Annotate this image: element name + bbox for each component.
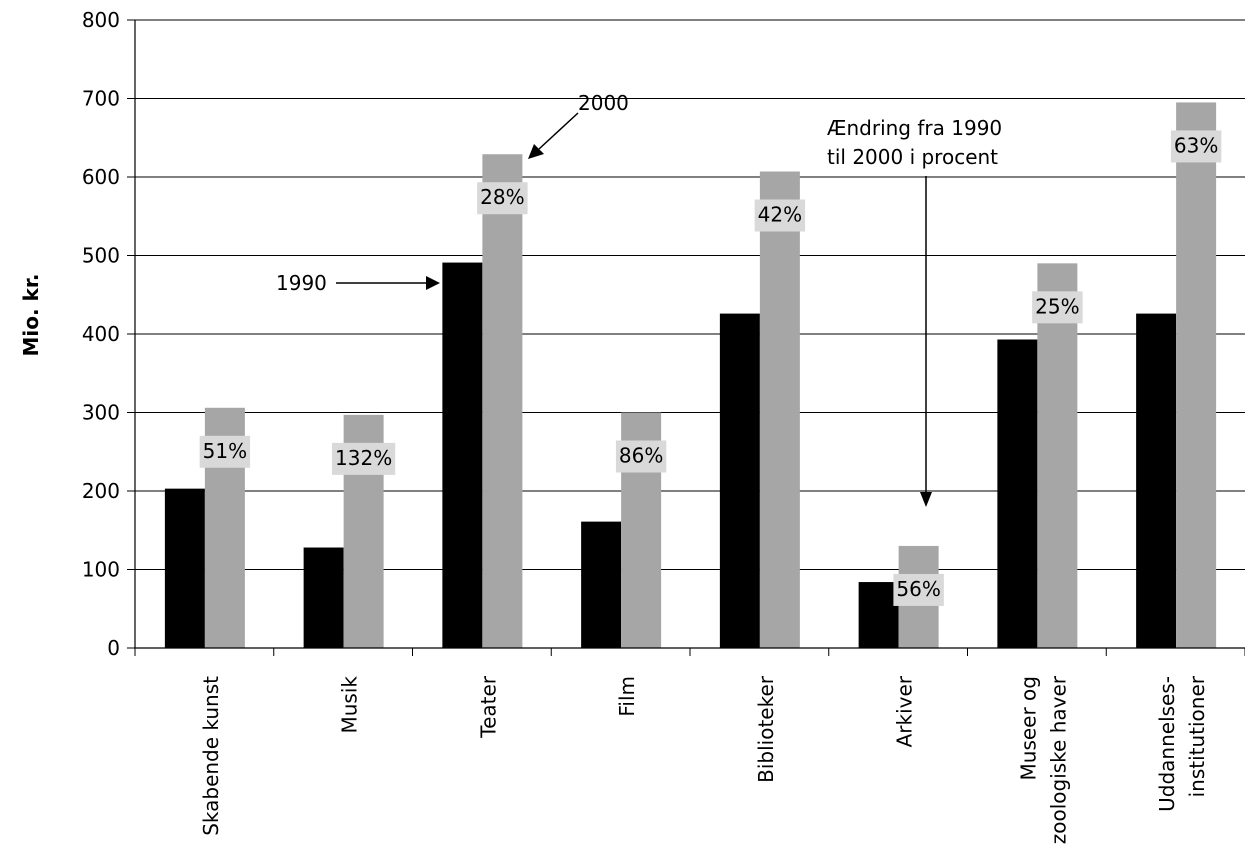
category-label-group: Film [615, 676, 639, 717]
category-label: Musik [338, 676, 362, 734]
bar-1990 [581, 521, 622, 648]
category-label-group: Museer og zoologiske haver [1016, 675, 1070, 844]
bar-2000 [482, 154, 523, 649]
percent-change-label: 25% [1035, 294, 1079, 318]
y-tick-label: 200 [82, 479, 120, 503]
percent-change-label: 132% [335, 446, 392, 470]
category-label: Museer og [1016, 676, 1040, 780]
percent-change-label: 51% [203, 439, 247, 463]
bar-2000 [1037, 263, 1078, 648]
annotation-2000-arrow-head [528, 144, 544, 159]
annotations: 1990 2000 Ændring fra 1990 til 2000 i pr… [276, 91, 1002, 507]
bar-1990 [719, 313, 760, 648]
bar-1990 [164, 488, 205, 648]
category-label: institutioner [1185, 675, 1209, 797]
bars [164, 102, 1217, 649]
percent-change-label: 42% [758, 203, 802, 227]
annotation-change-note-line2: til 2000 i procent [827, 145, 998, 169]
percent-change-labels: 51% 132% 28% 86% 42% 56% 25% 63% [199, 130, 1222, 606]
percent-change-label-box [199, 435, 251, 468]
annotation-change-note-line1: Ændring fra 1990 [827, 116, 1002, 140]
percent-change-label: 63% [1174, 133, 1218, 157]
bar-1990 [303, 547, 344, 648]
category-label-group: Arkiver [893, 675, 917, 747]
y-tick-label: 0 [107, 636, 120, 660]
category-label-group: Uddannelses-institutioner [1155, 675, 1209, 812]
y-axis-label: Mio. kr. [19, 274, 43, 357]
y-tick-label: 700 [82, 87, 120, 111]
y-tick-label: 600 [82, 165, 120, 189]
percent-change-label-box [332, 442, 396, 475]
category-label: Teater [476, 675, 500, 739]
percent-change-label-box [477, 182, 528, 215]
bar-1990 [1136, 313, 1177, 648]
bar-2000 [1176, 102, 1217, 649]
percent-change-label-box [1170, 130, 1222, 163]
y-tick-label: 300 [82, 401, 120, 425]
percent-change-label: 86% [619, 444, 663, 468]
bar-1990 [997, 339, 1038, 648]
category-label-group: Musik [338, 676, 362, 734]
category-label-group: Teater [476, 675, 500, 739]
category-label: Skabende kunst [199, 676, 223, 836]
y-axis-ticks: 0 100 200 300 400 500 600 700 800 [82, 8, 135, 660]
bar-1990 [858, 582, 899, 648]
x-axis [134, 20, 1245, 656]
category-label-group: Skabende kunst [199, 676, 223, 836]
percent-change-label-box [754, 199, 806, 232]
category-label-group: Biblioteker [754, 675, 778, 783]
percent-change-label: 28% [480, 185, 524, 209]
annotation-1990-arrow-head [426, 276, 440, 290]
percent-change-label-box [1032, 291, 1083, 324]
annotation-change-arrow-head [920, 492, 932, 507]
category-labels: Skabende kunst Musik Teater Film Biblioteker… [199, 675, 1209, 844]
category-label: Biblioteker [754, 675, 778, 783]
category-label: zoologiske haver [1046, 675, 1070, 844]
percent-change-label-box [615, 440, 667, 473]
gridlines [135, 19, 1245, 570]
y-tick-label: 100 [82, 558, 120, 582]
y-tick-label: 500 [82, 244, 120, 268]
bar-2000 [759, 171, 800, 648]
category-label: Film [615, 676, 639, 717]
annotation-2000-arrow-line [538, 112, 579, 150]
percent-change-label: 56% [896, 577, 940, 601]
bar-1990 [442, 262, 483, 648]
annotation-1990-label: 1990 [276, 271, 327, 295]
y-tick-label: 800 [82, 8, 120, 32]
percent-change-label-box [893, 573, 944, 606]
category-label: Uddannelses- [1155, 676, 1179, 812]
category-label: Arkiver [893, 675, 917, 747]
annotation-2000-label: 2000 [578, 91, 629, 115]
y-tick-label: 400 [82, 322, 120, 346]
